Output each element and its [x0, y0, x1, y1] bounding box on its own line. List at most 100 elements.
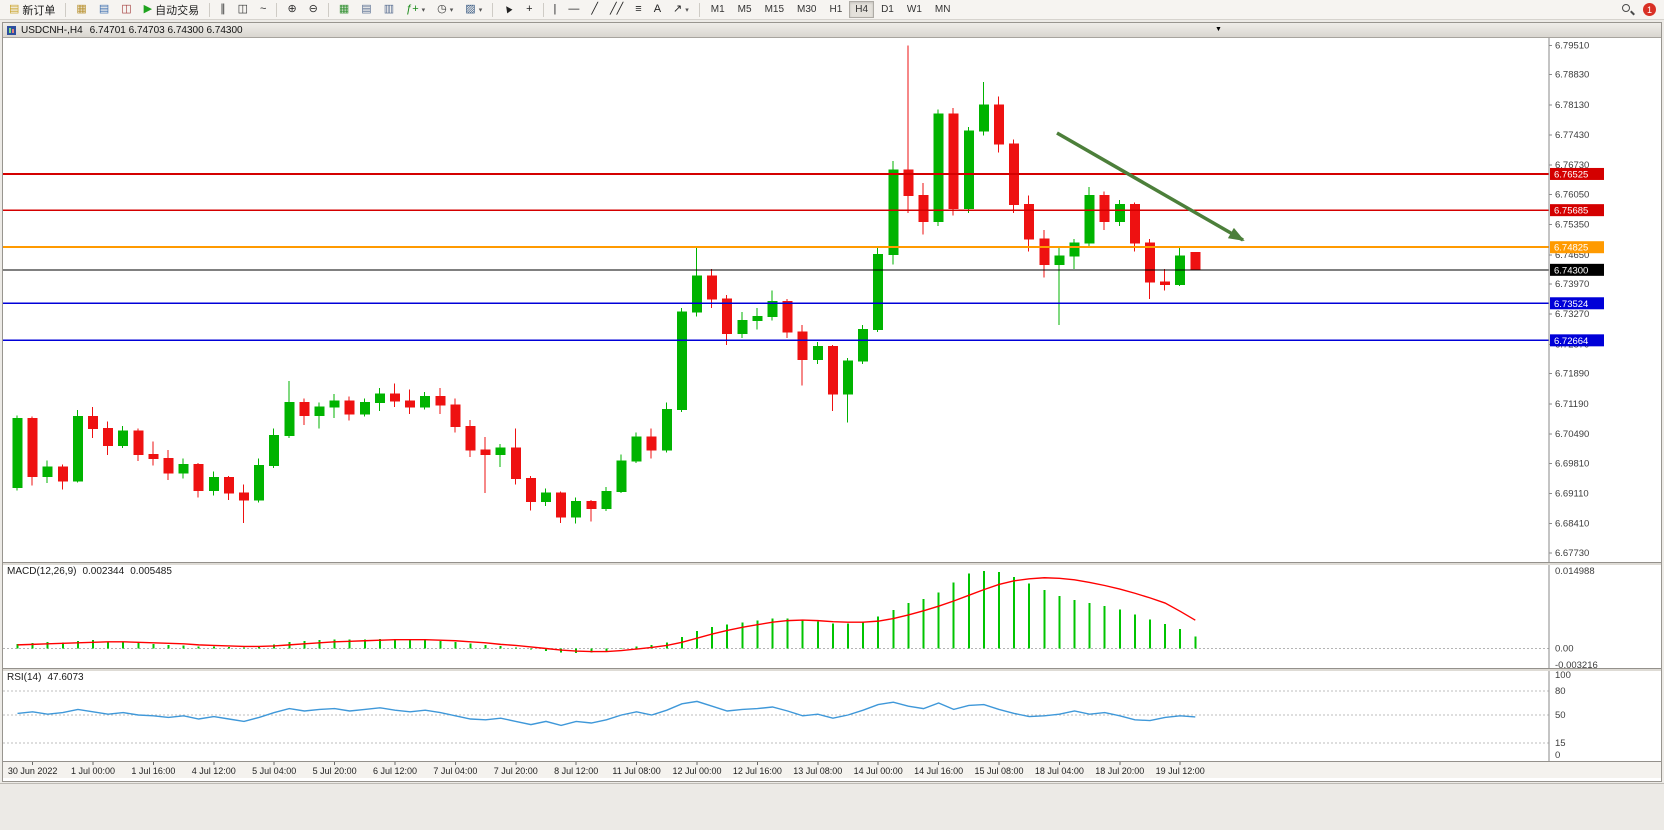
svg-text:8 Jul 12:00: 8 Jul 12:00 — [554, 766, 598, 776]
macd-canvas[interactable]: 0.014988 0.00 -0.003216 — [3, 565, 1661, 668]
timeframe-button-m5[interactable]: M5 — [737, 4, 752, 15]
bars-chart-icon[interactable]: ∥ — [215, 1, 231, 18]
arrange-windows-icon[interactable]: ▥ — [379, 1, 399, 18]
crosshair-icon[interactable]: + — [521, 1, 537, 18]
price-chart-panel[interactable]: 6.79510 6.78830 6.78130 6.77430 6.76730 6.760… — [3, 38, 1661, 562]
channel-icon[interactable]: ╱╱ — [605, 1, 628, 18]
svg-text:6.74300: 6.74300 — [1554, 265, 1588, 276]
chart-titlebar[interactable]: USDCNH-,H4 6.74701 6.74703 6.74300 6.743… — [3, 23, 1661, 38]
text-icon-glyph: A — [653, 3, 662, 15]
toolbar-separator — [209, 2, 211, 17]
svg-text:6.71190: 6.71190 — [1555, 399, 1589, 410]
time-axis-canvas[interactable]: 30 Jun 2022 1 Jul 00:00 1 Jul 16:00 4 Jul 1… — [3, 762, 1661, 778]
line-chart-icon-glyph: ~ — [260, 3, 267, 15]
svg-text:14 Jul 00:00: 14 Jul 00:00 — [854, 766, 903, 776]
search-icon-handle — [1630, 10, 1635, 15]
profiles-icon[interactable]: ▤ — [94, 1, 114, 18]
autotrading-button-label: 自动交易 — [155, 4, 200, 17]
toolbar-items: ▤ 新订单 ▦ ▤ ◫ ▶ 自动交易 ∥ ◫ ~ ⊕ ⊖ ▦ ▤ ▥ ƒ+ ▾ ◷ ▾ ▨ ▾ ▲ + | — ╱ ╱╱ ≡ A ↗ ▾ — [4, 1, 703, 18]
svg-text:6.73524: 6.73524 — [1554, 299, 1588, 310]
timeframe-group: M1 M5 M15 M30 H1 H4 D1 W1 MN — [705, 1, 957, 18]
templates-icon-glyph: ▨ — [465, 3, 476, 15]
svg-text:6.76050: 6.76050 — [1555, 189, 1589, 200]
tile-windows-icon-glyph: ▦ — [338, 3, 350, 15]
price-chart-canvas[interactable]: 6.79510 6.78830 6.78130 6.77430 6.76730 6.760… — [3, 38, 1661, 562]
svg-text:30 Jun 2022: 30 Jun 2022 — [8, 766, 58, 776]
svg-text:18 Jul 20:00: 18 Jul 20:00 — [1095, 766, 1144, 776]
rsi-panel[interactable]: RSI(14) 47.6073 100 80 50 15 0 — [3, 671, 1661, 761]
svg-text:6.73270: 6.73270 — [1555, 309, 1589, 320]
macd-name: MACD(12,26,9) — [7, 566, 77, 577]
cascade-windows-icon[interactable]: ▤ — [356, 1, 376, 18]
indicators-icon[interactable]: ƒ+ ▾ — [401, 1, 430, 18]
horizontal-line-icon[interactable]: — — [563, 1, 584, 18]
bottom-strip — [0, 783, 1664, 830]
panel-separator[interactable] — [3, 562, 1661, 565]
new-chart-icon-glyph: ▦ — [76, 3, 87, 15]
svg-text:-0.003216: -0.003216 — [1555, 660, 1598, 668]
timeframe-button-mn[interactable]: MN — [934, 4, 951, 15]
svg-text:6.72664: 6.72664 — [1554, 336, 1588, 347]
timeframe-button-h4[interactable]: H4 — [849, 1, 875, 18]
svg-text:1 Jul 16:00: 1 Jul 16:00 — [131, 766, 175, 776]
zoom-out-icon[interactable]: ⊖ — [304, 1, 323, 18]
chart-shift-marker-icon[interactable]: ▼ — [1215, 26, 1222, 33]
search-icon[interactable] — [1621, 3, 1635, 17]
svg-text:5 Jul 04:00: 5 Jul 04:00 — [252, 766, 296, 776]
svg-text:0.014988: 0.014988 — [1555, 566, 1595, 577]
timeframe-button-h1[interactable]: H1 — [829, 4, 843, 15]
rsi-canvas[interactable]: 100 80 50 150 — [3, 671, 1661, 761]
tile-windows-icon[interactable]: ▦ — [334, 1, 354, 18]
svg-text:1 Jul 00:00: 1 Jul 00:00 — [71, 766, 115, 776]
toolbar-separator — [492, 2, 494, 17]
svg-text:6.76730: 6.76730 — [1555, 160, 1589, 171]
candlesticks-icon-glyph: ◫ — [237, 3, 248, 15]
macd-panel[interactable]: MACD(12,26,9) 0.002344 0.005485 0.014988… — [3, 565, 1661, 668]
fibonacci-icon[interactable]: ≡ — [630, 1, 646, 18]
toolbar-separator — [276, 2, 278, 17]
svg-text:6.67730: 6.67730 — [1555, 548, 1589, 559]
text-icon[interactable]: A — [649, 1, 666, 18]
cascade-windows-icon-glyph: ▤ — [361, 3, 372, 15]
trendline-icon[interactable]: ╱ — [586, 1, 603, 18]
timeframe-button-m15[interactable]: M15 — [764, 4, 785, 15]
toolbar-separator — [65, 2, 67, 17]
vertical-line-icon[interactable]: | — [549, 1, 562, 18]
panel-separator[interactable] — [3, 668, 1661, 671]
candlesticks-icon[interactable]: ◫ — [233, 1, 253, 18]
toolbar-separator — [698, 2, 700, 17]
svg-text:7 Jul 20:00: 7 Jul 20:00 — [494, 766, 538, 776]
svg-text:7 Jul 04:00: 7 Jul 04:00 — [433, 766, 477, 776]
timeframe-button-w1[interactable]: W1 — [906, 4, 922, 15]
zoom-in-icon[interactable]: ⊕ — [282, 1, 301, 18]
dropdown-arrow-icon: ▾ — [685, 6, 689, 14]
svg-text:14 Jul 16:00: 14 Jul 16:00 — [914, 766, 963, 776]
line-chart-icon[interactable]: ~ — [255, 1, 271, 18]
arrows-icon[interactable]: ↗ ▾ — [668, 1, 694, 18]
new-order-button[interactable]: ▤ 新订单 — [4, 1, 60, 18]
toolbar-separator — [542, 2, 544, 17]
autotrading-button[interactable]: ▶ 自动交易 — [139, 1, 204, 18]
cursor-icon-glyph: ▲ — [500, 1, 517, 18]
search-icon-circle — [1622, 3, 1630, 12]
timeframe-button-m1[interactable]: M1 — [710, 4, 725, 15]
macd-value-signal: 0.005485 — [130, 566, 172, 577]
rsi-title: RSI(14) 47.6073 — [7, 672, 84, 683]
toolbar-separator — [327, 2, 329, 17]
indicators-icon-glyph: ƒ+ — [406, 3, 419, 15]
svg-text:6.68410: 6.68410 — [1555, 519, 1589, 530]
templates-icon[interactable]: ▨ ▾ — [460, 1, 487, 18]
svg-text:6.75685: 6.75685 — [1554, 206, 1588, 217]
macd-title: MACD(12,26,9) 0.002344 0.005485 — [7, 566, 172, 577]
timeframe-button-m30[interactable]: M30 — [797, 4, 817, 15]
periods-icon[interactable]: ◷ ▾ — [432, 1, 458, 18]
time-axis[interactable]: 30 Jun 2022 1 Jul 00:00 1 Jul 16:00 4 Jul 1… — [3, 761, 1661, 778]
market-watch-icon[interactable]: ◫ — [116, 1, 136, 18]
new-chart-icon[interactable]: ▦ — [71, 1, 91, 18]
svg-text:12 Jul 00:00: 12 Jul 00:00 — [672, 766, 721, 776]
svg-text:0.00: 0.00 — [1555, 644, 1574, 655]
timeframe-button-d1[interactable]: D1 — [881, 4, 894, 15]
cursor-icon[interactable]: ▲ — [498, 1, 519, 18]
svg-text:6.79510: 6.79510 — [1555, 40, 1589, 51]
notification-badge[interactable]: 1 — [1643, 3, 1656, 16]
